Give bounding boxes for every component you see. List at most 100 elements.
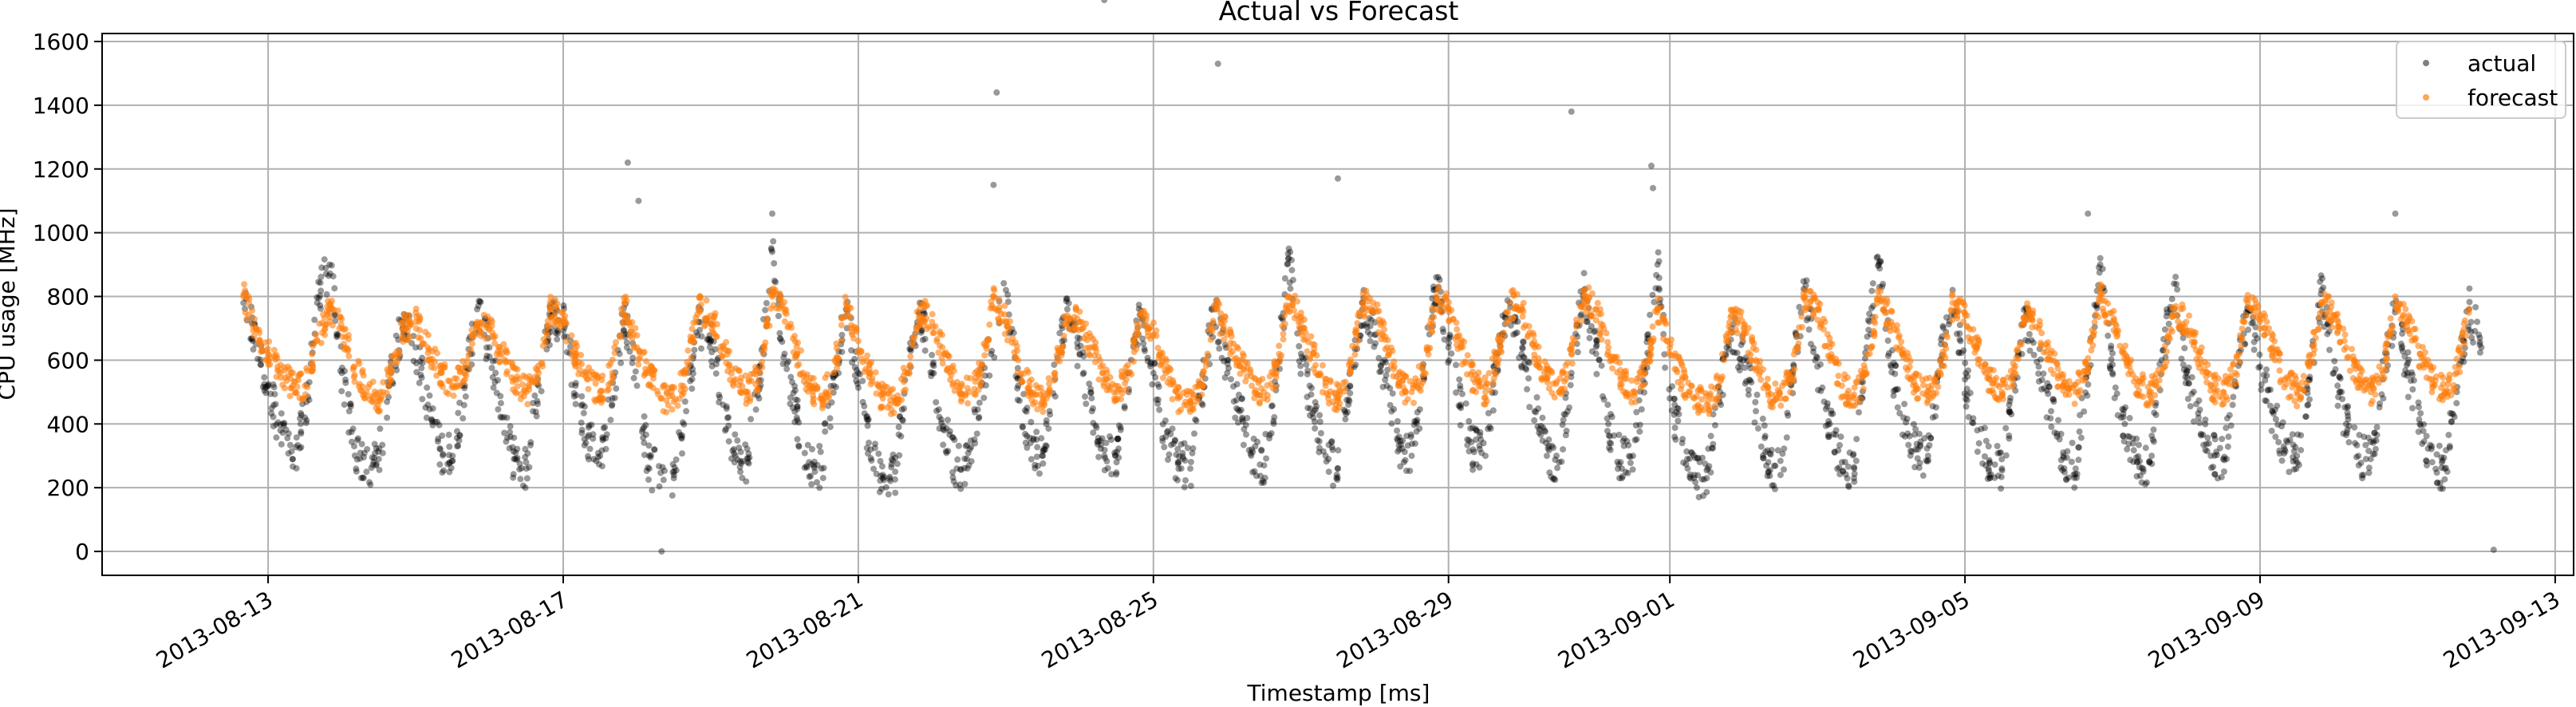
scatter-cloud-actual: [1712, 422, 1718, 429]
scatter-cloud-actual: [2050, 397, 2057, 403]
series-actual: [240, 0, 2497, 555]
scatter-cloud-actual: [2417, 410, 2424, 417]
scatter-cloud-actual: [1563, 432, 1569, 438]
scatter-cloud-actual: [1777, 458, 1784, 464]
scatter-cloud-actual: [1387, 385, 1393, 392]
scatter-cloud-actual: [1671, 401, 1678, 408]
scatter-cloud-actual: [929, 352, 935, 358]
scatter-cloud-forecast: [1802, 307, 1809, 314]
scatter-cloud-actual: [1891, 360, 1897, 366]
scatter-cloud-actual: [732, 432, 738, 438]
scatter-cloud-actual: [1593, 344, 1600, 350]
scatter-cloud-forecast: [684, 347, 691, 354]
scatter-cloud-forecast: [1215, 300, 1221, 306]
scatter-cloud-actual: [691, 347, 697, 354]
scatter-cloud-actual: [2162, 326, 2168, 333]
scatter-cloud-forecast: [394, 358, 400, 365]
scatter-cloud-forecast: [520, 373, 527, 379]
scatter-cloud-forecast: [1175, 385, 1181, 391]
scatter-cloud-actual: [729, 448, 736, 454]
scatter-cloud-actual: [852, 364, 858, 370]
scatter-cloud-actual: [2291, 448, 2298, 454]
scatter-cloud-actual: [2270, 411, 2277, 417]
scatter-cloud-forecast: [1655, 295, 1661, 302]
scatter-cloud-forecast: [1727, 330, 1734, 337]
scatter-cloud-actual: [2169, 296, 2176, 302]
scatter-cloud-forecast: [1521, 324, 1527, 330]
scatter-cloud-forecast: [631, 343, 637, 350]
scatter-cloud-actual: [1647, 312, 1653, 318]
scatter-cloud-forecast: [515, 366, 521, 373]
scatter-cloud-actual: [554, 330, 561, 337]
scatter-cloud-actual: [794, 417, 800, 423]
scatter-cloud-actual: [613, 385, 619, 392]
scatter-cloud-forecast: [318, 340, 325, 346]
scatter-cloud-actual: [1028, 456, 1035, 463]
scatter-cloud-forecast: [1585, 284, 1592, 290]
scatter-cloud-forecast: [546, 302, 553, 308]
scatter-cloud-actual: [2447, 443, 2453, 449]
scatter-cloud-actual: [2258, 386, 2264, 393]
scatter-cloud-forecast: [697, 309, 704, 315]
scatter-cloud-actual: [2427, 442, 2433, 448]
scatter-cloud-actual: [1520, 346, 1526, 352]
scatter-cloud-forecast: [1489, 379, 1496, 385]
scatter-cloud-actual: [1560, 421, 1566, 428]
scatter-cloud-actual: [1907, 452, 1914, 459]
scatter-cloud-actual: [2131, 447, 2137, 453]
scatter-cloud-actual: [1675, 411, 1682, 417]
scatter-cloud-forecast: [996, 319, 1003, 326]
scatter-cloud-actual: [2206, 440, 2212, 447]
scatter-cloud-forecast: [612, 350, 618, 356]
scatter-cloud-forecast: [425, 350, 432, 356]
scatter-cloud-actual: [1115, 455, 1122, 461]
scatter-cloud-forecast: [1446, 299, 1452, 306]
scatter-cloud-forecast: [310, 362, 316, 369]
scatter-cloud-actual: [1995, 472, 2002, 479]
scatter-cloud-actual: [1090, 429, 1096, 436]
scatter-cloud-actual: [1346, 398, 1352, 405]
scatter-cloud-actual: [1904, 416, 1911, 422]
scatter-cloud-actual: [724, 405, 730, 412]
scatter-cloud-forecast: [1110, 381, 1116, 387]
scatter-cloud-actual: [1256, 461, 1263, 468]
scatter-cloud-actual: [649, 488, 655, 494]
scatter-cloud-forecast: [838, 322, 845, 329]
scatter-cloud-actual: [582, 442, 588, 448]
scatter-cloud-actual: [1347, 383, 1353, 389]
scatter-cloud-actual: [1656, 286, 1663, 293]
scatter-cloud-actual: [645, 464, 651, 471]
scatter-cloud-forecast: [833, 360, 839, 366]
scatter-cloud-forecast: [636, 348, 642, 354]
scatter-cloud-forecast: [1163, 357, 1170, 364]
scatter-cloud-forecast: [1385, 337, 1391, 343]
scatter-cloud-actual: [886, 492, 892, 498]
scatter-cloud-actual: [1876, 265, 1883, 271]
scatter-cloud-actual: [1176, 453, 1182, 460]
scatter-cloud-actual: [1901, 401, 1907, 407]
scatter-cloud-actual: [1671, 433, 1678, 440]
scatter-cloud-forecast: [1079, 326, 1085, 332]
scatter-cloud-actual: [640, 426, 646, 432]
scatter-cloud-forecast: [377, 395, 384, 401]
scatter-cloud-actual: [2187, 403, 2194, 409]
scatter-cloud-actual: [492, 369, 499, 376]
scatter-cloud-actual: [1251, 436, 1257, 442]
scatter-cloud-forecast: [1317, 370, 1324, 377]
scatter-cloud-actual: [1042, 447, 1048, 453]
scatter-cloud-forecast: [432, 359, 438, 365]
scatter-cloud-actual: [1917, 442, 1923, 448]
scatter-cloud-forecast: [709, 321, 716, 327]
scatter-cloud-actual: [1962, 360, 1968, 366]
scatter-cloud-forecast: [282, 385, 288, 391]
scatter-cloud-actual: [2179, 356, 2185, 362]
scatter-cloud-actual: [1781, 466, 1787, 472]
scatter-cloud-actual: [1182, 477, 1189, 484]
scatter-cloud-actual: [1747, 377, 1753, 384]
scatter-cloud-actual: [1159, 435, 1166, 441]
scatter-cloud-actual: [318, 306, 324, 312]
scatter-cloud-actual: [2326, 347, 2333, 354]
scatter-cloud-actual: [958, 467, 965, 473]
scatter-cloud-actual: [498, 400, 504, 406]
scatter-cloud-forecast: [884, 405, 890, 411]
